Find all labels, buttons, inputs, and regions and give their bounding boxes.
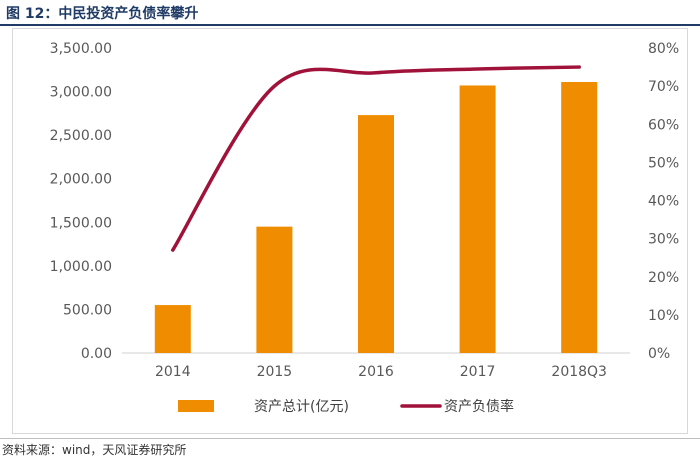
bar <box>358 115 394 353</box>
y-right-tick-label: 30% <box>648 232 679 248</box>
bar <box>459 85 496 353</box>
series-line-debt-ratio <box>171 65 581 252</box>
x-tick-label: 2017 <box>460 364 496 380</box>
y-left-tick-label: 0.00 <box>81 346 112 362</box>
y-right-tick-label: 40% <box>648 194 679 210</box>
x-tick-label: 2015 <box>257 364 293 380</box>
bar <box>561 81 598 353</box>
figure-title-bar: 图 12：中民投资产负债率攀升 <box>0 0 700 26</box>
y-right-tick-label: 10% <box>648 308 679 324</box>
title-divider <box>0 24 700 26</box>
bar <box>154 305 191 353</box>
y-right-tick-label: 0% <box>648 346 670 362</box>
y-right-tick-label: 20% <box>648 270 679 286</box>
legend-label-bar: 资产总计(亿元) <box>254 399 349 415</box>
y-right-tick-label: 80% <box>648 41 679 57</box>
y-left-tick-label: 1,000.00 <box>50 259 112 275</box>
x-tick-label: 2018Q3 <box>551 364 607 380</box>
source-note: 资料来源：wind，天风证券研究所 <box>2 443 187 457</box>
y-left-tick-label: 1,500.00 <box>50 215 112 231</box>
y-left-tick-label: 2,500.00 <box>50 128 112 144</box>
bar <box>256 226 293 353</box>
source-divider <box>0 438 700 439</box>
x-tick-label: 2016 <box>358 364 394 380</box>
legend-label-line: 资产负债率 <box>444 398 514 415</box>
y-right-tick-label: 70% <box>648 79 679 95</box>
y-left-tick-label: 2,000.00 <box>50 172 112 188</box>
figure-title: 图 12：中民投资产负债率攀升 <box>6 6 199 22</box>
chart-frame <box>12 28 688 434</box>
x-tick-label: 2014 <box>155 364 191 380</box>
y-right-tick-label: 50% <box>648 155 679 171</box>
y-right-tick-label: 60% <box>648 117 679 133</box>
y-left-tick-label: 3,000.00 <box>50 85 112 101</box>
y-left-tick-label: 3,500.00 <box>50 41 112 57</box>
y-left-tick-label: 500.00 <box>63 302 112 318</box>
legend-swatch-bar <box>178 400 214 412</box>
